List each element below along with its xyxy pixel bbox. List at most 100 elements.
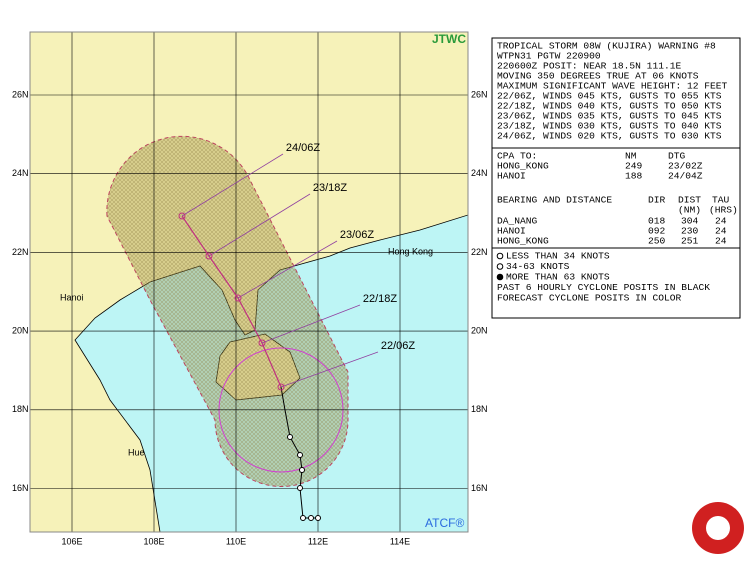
lat-label: 26N	[471, 89, 488, 99]
warning-line: 24/06Z, WINDS 020 KTS, GUSTS TO 030 KTS	[497, 131, 722, 142]
warning-line: 23/18Z, WINDS 030 KTS, GUSTS TO 040 KTS	[497, 121, 722, 132]
past-posit	[315, 515, 321, 521]
legend-text: PAST 6 HOURLY CYCLONE POSITS IN BLACK	[497, 282, 710, 293]
lat-label: 16N	[12, 483, 29, 493]
bearing-cell: 24	[715, 216, 727, 227]
cpa-cell: HANOI	[497, 171, 526, 182]
bearing-cell: 24	[715, 236, 727, 247]
lat-label: 20N	[12, 325, 29, 335]
bearing-cell: 304	[681, 216, 699, 227]
legend-text: 34-63 KNOTS	[506, 261, 570, 272]
warning-line: TROPICAL STORM 08W (KUJIRA) WARNING #8	[497, 41, 716, 52]
forecast-posit	[258, 339, 266, 347]
past-posit	[300, 515, 306, 521]
lat-label: 18N	[471, 404, 488, 414]
cpa-header: DTG	[668, 151, 686, 162]
panel	[491, 247, 741, 319]
forecast-label: 23/18Z	[313, 182, 348, 194]
bearing-cell: 250	[648, 236, 666, 247]
danger-hatch	[106, 136, 348, 487]
legend-symbol	[496, 273, 504, 281]
bearing-subheader: (HRS)	[709, 205, 738, 216]
forecast-posit	[178, 212, 186, 220]
lat-label: 24N	[471, 168, 488, 178]
bearing-cell: 24	[715, 226, 727, 237]
forecast-posit	[277, 383, 285, 391]
lat-label: 26N	[12, 89, 29, 99]
forecast-posit	[234, 294, 242, 302]
cpa-cell: HONG_KONG	[497, 161, 549, 172]
bearing-cell: HONG_KONG	[497, 236, 549, 247]
cpa-cell: 24/04Z	[668, 171, 703, 182]
grid	[30, 32, 468, 532]
lon-label: 108E	[143, 536, 164, 546]
place: Hanoi	[60, 292, 84, 302]
past-posit	[308, 515, 314, 521]
lat-label: 22N	[12, 247, 29, 257]
past-track	[280, 386, 318, 519]
past-posit	[297, 452, 303, 458]
legend-text: LESS THAN 34 KNOTS	[506, 251, 610, 262]
legend-symbol	[496, 263, 504, 270]
cpa-cell: 23/02Z	[668, 161, 703, 172]
warning-line: 22/06Z, WINDS 045 KTS, GUSTS TO 055 KTS	[497, 91, 722, 102]
warning-line: 220600Z POSIT: NEAR 18.5N 111.1E	[497, 61, 681, 72]
forecast-label: 22/06Z	[381, 340, 416, 352]
panel	[491, 37, 741, 149]
legend-text: FORECAST CYCLONE POSITS IN COLOR	[497, 293, 681, 304]
bearing-header: DIST	[678, 195, 701, 206]
lon-label: 110E	[226, 536, 246, 546]
panel	[491, 147, 741, 249]
map-frame	[29, 31, 469, 533]
legend-symbol	[496, 252, 504, 260]
past-posit	[299, 467, 305, 473]
lat-label: 18N	[12, 404, 29, 414]
agency: JTWC	[432, 32, 466, 46]
cpa-header: NM	[625, 151, 637, 162]
warning-line: 22/18Z, WINDS 040 KTS, GUSTS TO 050 KTS	[497, 101, 722, 112]
leader	[261, 304, 361, 344]
cpa-header: CPA TO:	[497, 151, 537, 162]
leader	[280, 351, 379, 388]
bearing-cell: 251	[681, 236, 699, 247]
bearing-header: DIR	[648, 195, 666, 206]
lat-label: 16N	[471, 483, 488, 493]
cpa-cell: 188	[625, 171, 643, 182]
bearing-header: TAU	[712, 195, 730, 206]
cpa-cell: 249	[625, 161, 643, 172]
warning-line: MAXIMUM SIGNIFICANT WAVE HEIGHT: 12 FEET	[497, 81, 728, 92]
warning-line: MOVING 350 DEGREES TRUE AT 06 KNOTS	[497, 71, 699, 82]
lat-label: 24N	[12, 168, 29, 178]
legend-text: MORE THAN 63 KNOTS	[506, 272, 610, 283]
bearing-header: BEARING AND DISTANCE	[497, 195, 612, 206]
leader	[181, 153, 284, 217]
lat-label: 22N	[471, 247, 488, 257]
past-posit	[287, 434, 293, 440]
leader	[237, 240, 338, 299]
lon-label: 112E	[308, 536, 328, 546]
forecast-label: 23/06Z	[340, 229, 375, 241]
lon-label: 106E	[61, 536, 82, 546]
bearing-cell: 018	[648, 216, 666, 227]
forecast-label: 24/06Z	[286, 142, 321, 154]
warning-line: WTPN31 PGTW 220900	[497, 51, 601, 62]
past-posit	[297, 485, 303, 491]
bearing-cell: 092	[648, 226, 666, 237]
bearing-cell: HANOI	[497, 226, 526, 237]
bearing-subheader: (NM)	[678, 205, 701, 216]
warning-line: 23/06Z, WINDS 035 KTS, GUSTS TO 045 KTS	[497, 111, 722, 122]
place: Hong Kong	[388, 246, 433, 256]
footer: ATCF®	[425, 516, 464, 530]
forecast-label: 22/18Z	[363, 293, 398, 305]
bearing-cell: DA_NANG	[497, 216, 538, 227]
bearing-cell: 230	[681, 226, 699, 237]
logo-center	[706, 516, 730, 540]
lon-label: 114E	[390, 536, 410, 546]
lat-label: 20N	[471, 325, 488, 335]
place: Hue	[128, 447, 145, 457]
leader	[208, 193, 311, 257]
forecast-posit	[205, 252, 213, 260]
map	[30, 32, 468, 532]
